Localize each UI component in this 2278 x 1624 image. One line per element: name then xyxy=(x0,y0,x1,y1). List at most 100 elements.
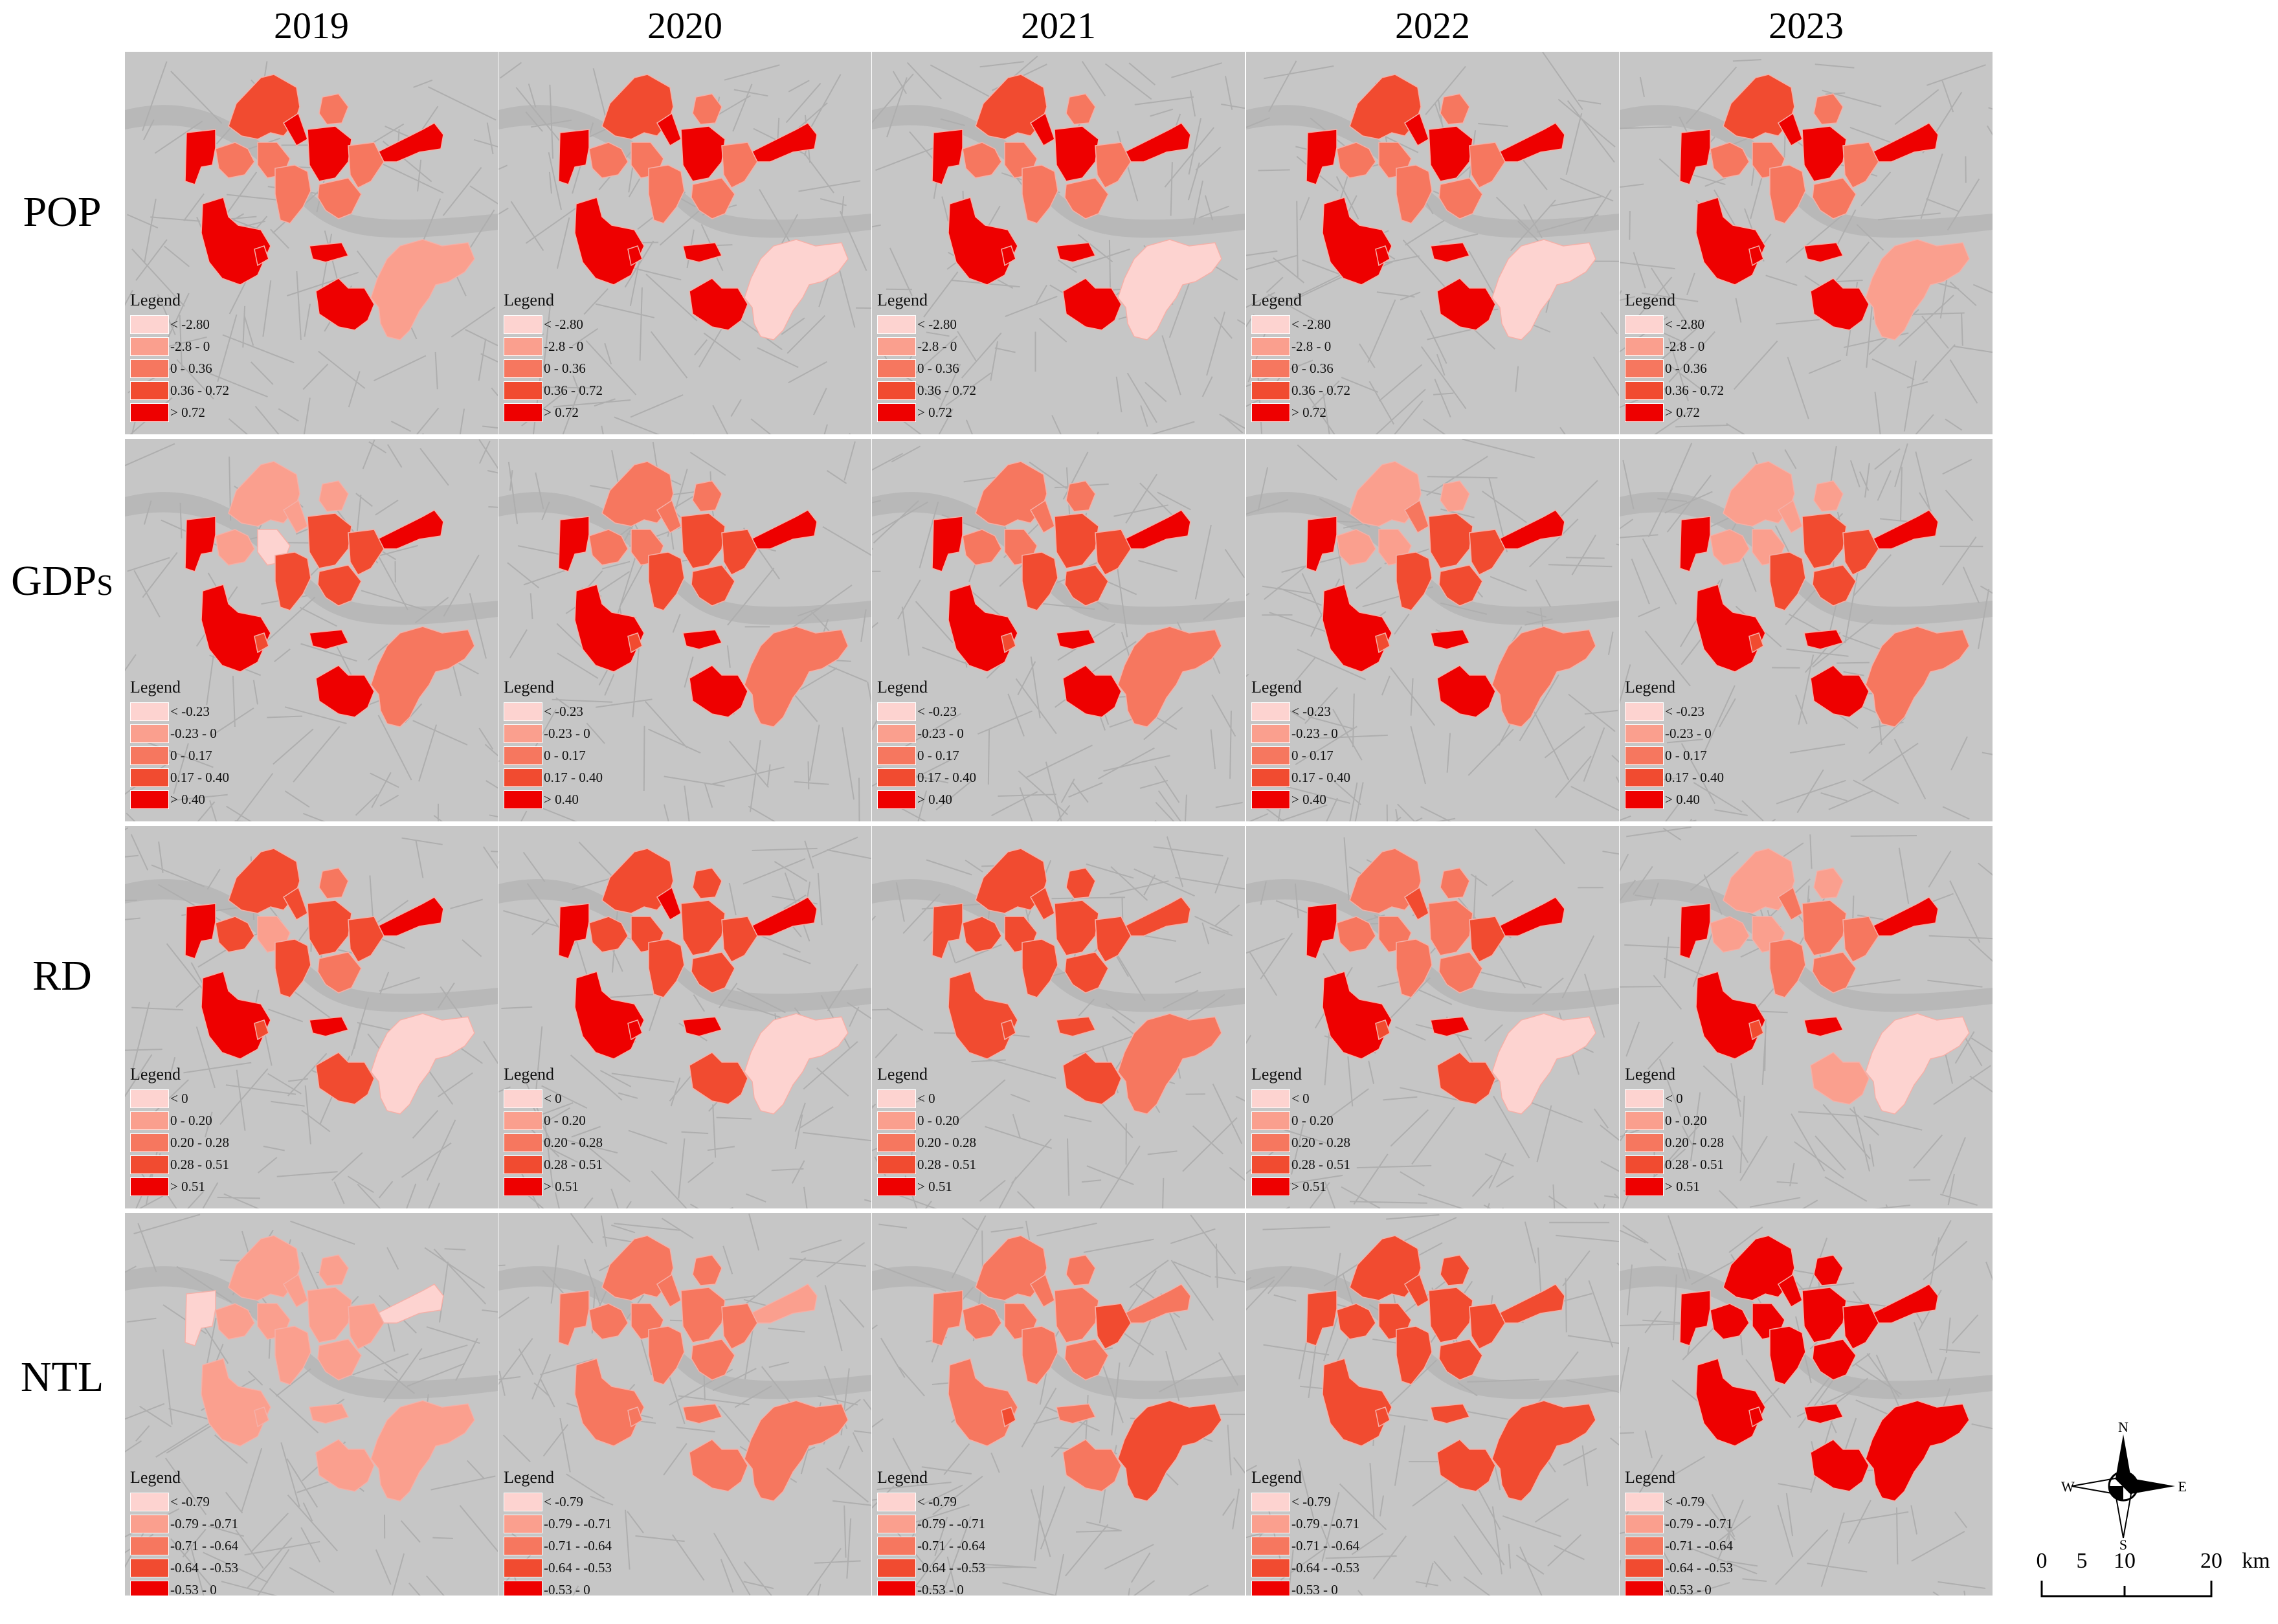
legend-item: > 0.51 xyxy=(1251,1175,1350,1197)
district-r14 xyxy=(1803,242,1844,263)
legend-item: -0.23 - 0 xyxy=(1251,722,1350,744)
map-panel: Legend < -0.79 -0.79 - -0.71 -0.71 - -0.64 -… xyxy=(1620,1213,1993,1596)
district-r14 xyxy=(682,1016,723,1037)
legend-item: 0.20 - 0.28 xyxy=(130,1131,229,1153)
district-r15 xyxy=(1436,278,1496,331)
map-panel: Legend < 0 0 - 0.20 0.20 - 0.28 0.28 - 0.51 >… xyxy=(1246,826,1619,1208)
legend-swatch xyxy=(1625,337,1664,356)
legend-item: -0.71 - -0.64 xyxy=(130,1535,238,1557)
district-r15 xyxy=(315,1052,375,1105)
district-r6 xyxy=(692,93,722,125)
legend-title: Legend xyxy=(130,1468,181,1487)
road-network xyxy=(1620,59,1993,434)
district-r7 xyxy=(1054,900,1099,956)
legend-item: -2.8 - 0 xyxy=(1251,335,1350,357)
legend-swatch xyxy=(877,1089,916,1108)
district-r7 xyxy=(1054,513,1099,569)
district-r3 xyxy=(215,1303,255,1340)
district-r3 xyxy=(215,142,255,179)
year-header: 2022 xyxy=(1395,5,1470,47)
district-r10 xyxy=(1124,122,1191,162)
legend-title: Legend xyxy=(877,291,928,309)
district-r9 xyxy=(1064,1339,1109,1381)
legend-item: 0.28 - 0.51 xyxy=(504,1153,603,1175)
legend-title: Legend xyxy=(877,678,928,696)
legend-item: < -0.23 xyxy=(504,700,603,722)
district-r15 xyxy=(1062,278,1122,331)
legend-label: -0.71 - -0.64 xyxy=(1291,1537,1359,1553)
district-r14 xyxy=(1430,1016,1471,1037)
legend-label: 0.20 - 0.28 xyxy=(917,1134,976,1150)
legend-label: 0.28 - 0.51 xyxy=(1665,1156,1724,1172)
district-r9 xyxy=(1438,1339,1483,1381)
legend-label: 0 - 0.20 xyxy=(1291,1112,1334,1128)
legend-label: > 0.51 xyxy=(1665,1178,1700,1194)
district-r7 xyxy=(307,1287,352,1343)
district-r7 xyxy=(1802,126,1847,182)
legend-label: > 0.40 xyxy=(544,791,579,807)
river-band xyxy=(125,1266,498,1399)
legend-label: < 0 xyxy=(1665,1090,1683,1106)
district-r7 xyxy=(1802,513,1847,569)
legend-swatch xyxy=(130,746,169,765)
legend-item: -0.71 - -0.64 xyxy=(1251,1535,1359,1557)
compass-w: W xyxy=(2061,1478,2075,1495)
district-r13 xyxy=(1748,1407,1764,1428)
district-r13 xyxy=(1375,245,1390,267)
district-r14 xyxy=(682,629,723,650)
choropleth-map xyxy=(872,445,1245,821)
district-r14 xyxy=(1803,629,1844,650)
map-legend: Legend < -2.80 -2.8 - 0 0 - 0.36 0.36 - 0.72… xyxy=(1625,291,1724,423)
map-legend: Legend < -0.23 -0.23 - 0 0 - 0.17 0.17 - 0.4… xyxy=(130,678,229,810)
legend-item: 0.20 - 0.28 xyxy=(1625,1131,1724,1153)
map-legend: Legend < 0 0 - 0.20 0.20 - 0.28 0.28 - 0.51 >… xyxy=(130,1065,229,1197)
legend-item: 0.28 - 0.51 xyxy=(1251,1153,1350,1175)
map-legend: Legend < -2.80 -2.8 - 0 0 - 0.36 0.36 - 0.72… xyxy=(1251,291,1350,423)
legend-label: > 0.40 xyxy=(1665,791,1700,807)
district-r1 xyxy=(1679,903,1711,959)
district-r5 xyxy=(1777,112,1803,147)
river-band xyxy=(125,879,498,1012)
legend-label: > 0.51 xyxy=(1291,1178,1326,1194)
map-legend: Legend < -0.23 -0.23 - 0 0 - 0.17 0.17 - 0.4… xyxy=(1251,678,1350,810)
district-r7 xyxy=(1802,1287,1847,1343)
district-r10 xyxy=(1871,896,1939,937)
legend-item: < -0.23 xyxy=(130,700,229,722)
legend-swatch xyxy=(877,768,916,787)
district-r7 xyxy=(1428,1287,1473,1343)
legend-swatch xyxy=(130,1514,169,1533)
district-r5 xyxy=(282,112,308,147)
district-r1 xyxy=(1306,903,1337,959)
legend-label: -0.64 - -0.53 xyxy=(1665,1559,1733,1575)
legend-label: 0 - 0.17 xyxy=(170,747,212,763)
legend-item: < 0 xyxy=(504,1087,603,1109)
district-r16 xyxy=(1865,239,1970,340)
legend-swatch xyxy=(1251,1133,1290,1152)
district-r6 xyxy=(692,867,722,899)
district-r6 xyxy=(1066,480,1096,512)
district-r7 xyxy=(680,1287,726,1343)
legend-swatch xyxy=(1251,790,1290,809)
legend-swatch xyxy=(504,702,542,721)
legend-swatch xyxy=(504,768,542,787)
indicator-name: POP xyxy=(23,188,102,236)
district-r6 xyxy=(692,1254,722,1286)
district-r5 xyxy=(1029,499,1055,534)
district-r16 xyxy=(744,1400,849,1502)
district-r11 xyxy=(348,142,385,188)
legend-swatch xyxy=(130,1558,169,1577)
map-panel: Legend < -0.23 -0.23 - 0 0 - 0.17 0.17 - 0.4… xyxy=(125,439,498,821)
river-band xyxy=(1246,105,1619,238)
district-r12 xyxy=(1695,197,1766,285)
legend-swatch xyxy=(130,315,169,334)
legend-swatch xyxy=(877,359,916,378)
legend-item: < -0.23 xyxy=(1625,700,1724,722)
legend-swatch xyxy=(877,790,916,809)
river-band xyxy=(872,492,1245,625)
district-r6 xyxy=(1440,867,1470,899)
district-r8 xyxy=(274,1326,311,1385)
district-r5 xyxy=(1403,112,1429,147)
district-r8 xyxy=(1022,939,1058,998)
legend-item: > 0.40 xyxy=(1251,788,1350,810)
legend-item: > 0.40 xyxy=(504,788,603,810)
